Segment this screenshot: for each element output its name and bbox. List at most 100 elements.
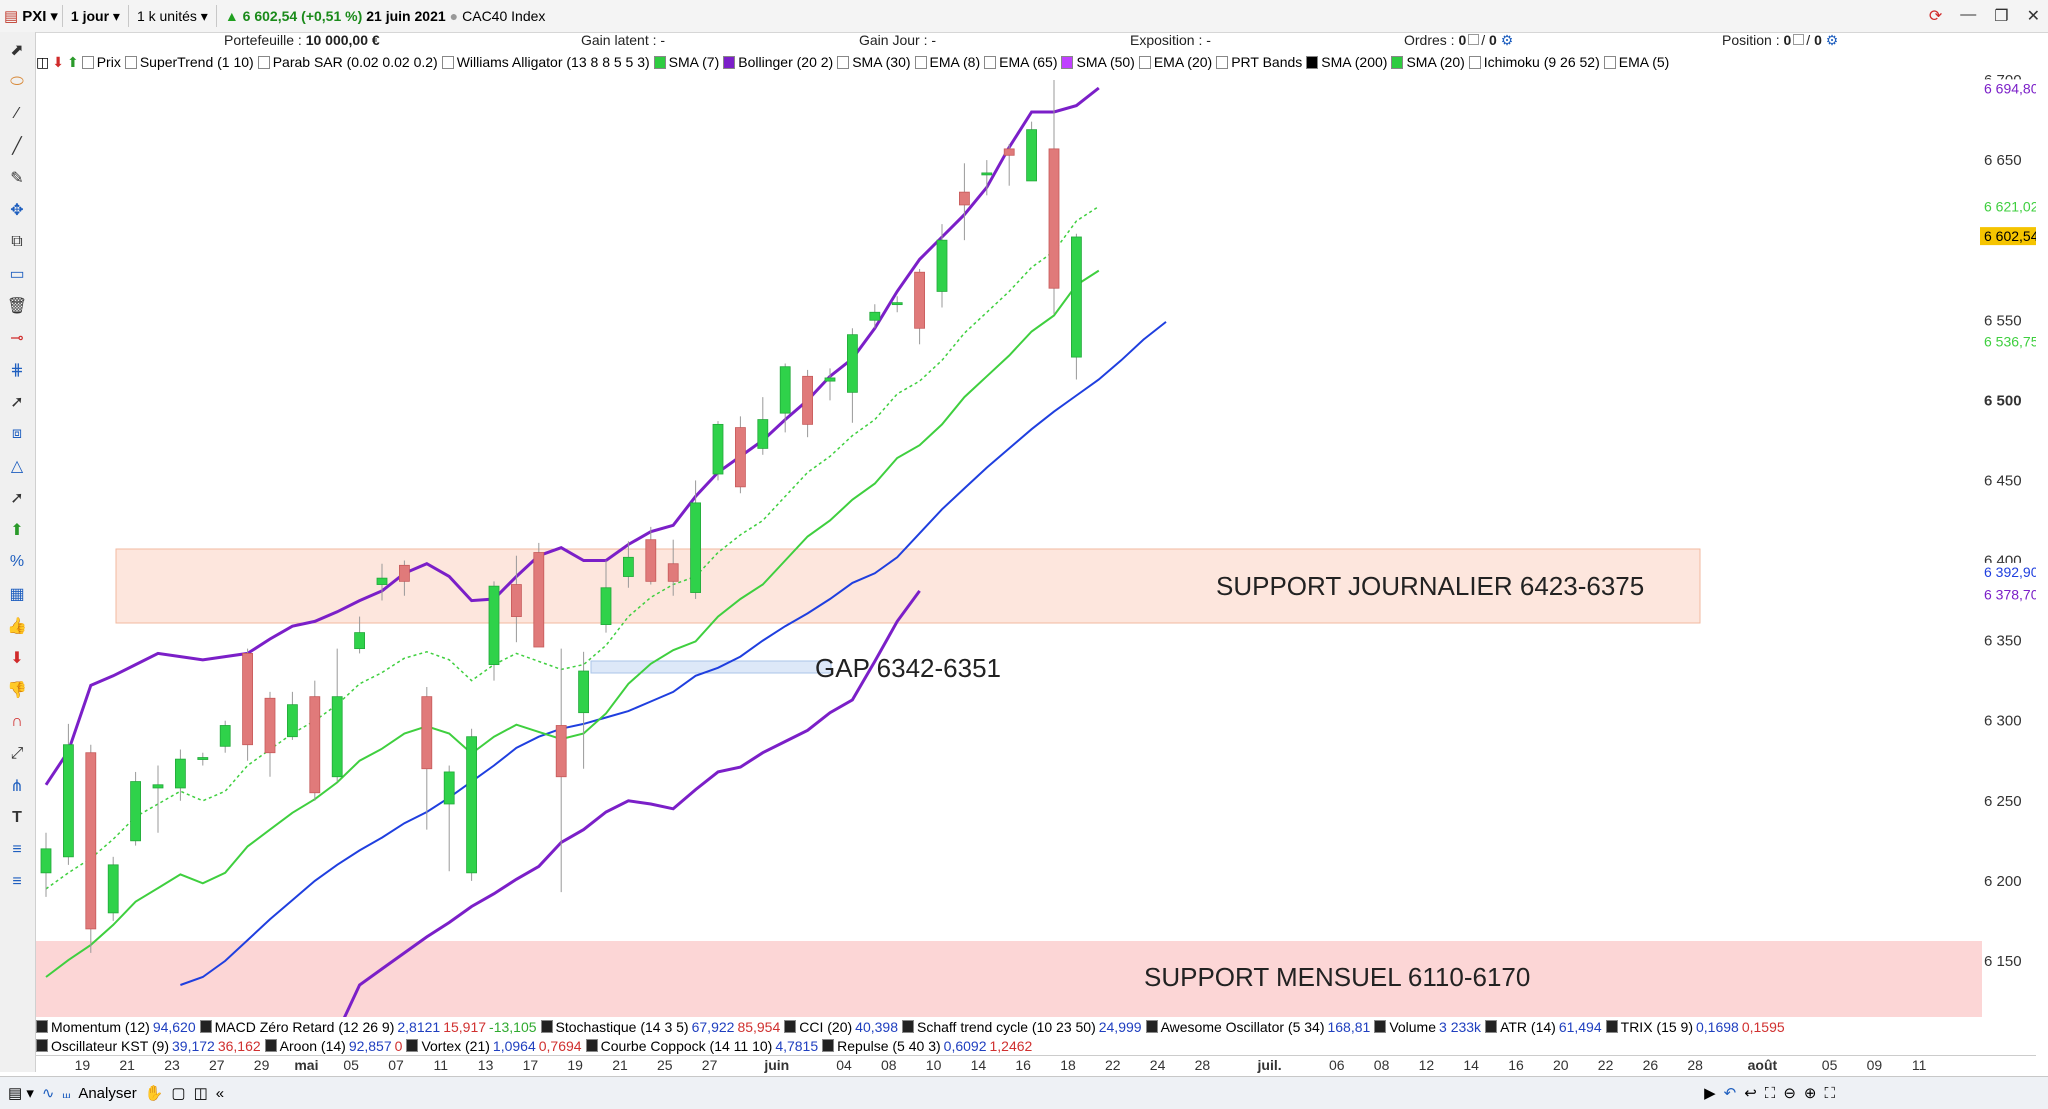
lower-indicator[interactable]: ATR (14) 61,494 xyxy=(1485,1019,1602,1035)
restore-icon[interactable]: ❐ xyxy=(1994,8,2009,25)
pencil-icon[interactable]: ✎ xyxy=(10,170,24,187)
candle-body xyxy=(62,744,74,858)
sma-50-line xyxy=(180,321,1167,986)
exposure: Exposition : - xyxy=(1130,32,1211,48)
lower-indicator[interactable]: Stochastique (14 3 5) 67,922 85,954 xyxy=(540,1019,780,1035)
rectangle-icon[interactable]: ▭ xyxy=(9,266,25,283)
indicator-toggle[interactable]: SuperTrend (1 10) xyxy=(124,54,254,70)
indicator-label: Williams Alligator (13 8 8 5 5 3) xyxy=(456,54,650,70)
x-tick-label: 04 xyxy=(836,1057,852,1073)
thumbs-down-icon[interactable]: 👎 xyxy=(7,682,27,699)
indicator-toggle[interactable]: EMA (5) xyxy=(1603,54,1669,70)
trash-icon[interactable]: 🗑 xyxy=(6,298,28,315)
minimize-icon[interactable]: — xyxy=(1960,6,1977,23)
indicator-toggle[interactable]: SMA (50) xyxy=(1061,54,1135,70)
percent-icon[interactable]: % xyxy=(9,553,25,570)
lower-indicator[interactable]: Repulse (5 40 3) 0,6092 1,2462 xyxy=(822,1038,1032,1054)
zoom-tool-icon[interactable]: ⤢ xyxy=(10,745,24,762)
zoom-in-icon[interactable]: ⊕ xyxy=(1803,1085,1817,1102)
chart-type-icon[interactable]: ▤ ▾ xyxy=(8,1085,34,1102)
fibo-extension-icon[interactable]: ≡ xyxy=(12,873,22,890)
horizontal-line-icon[interactable]: ⊸ xyxy=(10,330,24,347)
zoom-out-icon[interactable]: ⊖ xyxy=(1783,1085,1796,1102)
triangle-icon[interactable]: △ xyxy=(10,458,24,475)
text-tool-icon[interactable]: T xyxy=(12,809,22,826)
indicator-toggle[interactable]: Prix xyxy=(81,54,121,70)
refresh-icon[interactable]: ⟳ xyxy=(1928,8,1943,25)
ellipse-icon[interactable]: ⬭ xyxy=(10,73,24,90)
x-tick-label: 23 xyxy=(164,1057,180,1073)
lower-indicator[interactable]: Courbe Coppock (14 11 10) 4,7815 xyxy=(585,1038,818,1054)
lower-indicator[interactable]: Aroon (14) 92,857 0 xyxy=(264,1038,402,1054)
collapse-icon[interactable]: « xyxy=(215,1084,225,1102)
fit-icon[interactable]: ⛶ xyxy=(1764,1084,1776,1102)
magnet-icon[interactable]: ∩ xyxy=(11,713,23,730)
candle-body xyxy=(421,696,433,770)
period-dropdown[interactable]: 1 jour ▾ xyxy=(61,5,128,27)
price-label-bg xyxy=(1980,79,2036,98)
up-arrow-icon[interactable]: ⬆ xyxy=(10,522,24,539)
symbol-selector[interactable]: ▤ PXI ▾ xyxy=(0,7,62,26)
scroll-left-icon[interactable]: ▶ xyxy=(1704,1085,1716,1102)
indicator-toggle[interactable]: Williams Alligator (13 8 8 5 5 3) xyxy=(441,54,650,70)
indicator-toggle[interactable]: Parab SAR (0.02 0.02 0.2) xyxy=(257,54,438,70)
down-arrow-icon[interactable]: ⬇ xyxy=(10,650,24,667)
sell-arrow-icon[interactable]: ⬇ xyxy=(52,53,64,70)
segment-icon[interactable]: ∕ xyxy=(15,105,19,122)
indicator-toggle[interactable]: SMA (30) xyxy=(837,54,911,70)
arrow-icon[interactable]: ➚ xyxy=(10,394,24,411)
fan-icon[interactable]: ⧈ xyxy=(11,425,23,442)
hand-icon[interactable]: ✋ xyxy=(144,1085,164,1102)
fibonacci-icon[interactable]: ⋕ xyxy=(10,362,24,379)
move-icon[interactable]: ✥ xyxy=(10,202,24,219)
indicator-toggle[interactable]: SMA (20) xyxy=(1391,54,1465,70)
chart-settings-icon[interactable]: ◫ xyxy=(36,53,50,70)
indicator-toggle[interactable]: Bollinger (20 2) xyxy=(723,54,833,70)
indicator-label: SMA (7) xyxy=(668,54,720,70)
orders-info[interactable]: Ordres : 0/ 0 ⚙ xyxy=(1404,32,1514,48)
indicator-toggle[interactable]: PRT Bands xyxy=(1216,54,1302,70)
x-tick-label: 22 xyxy=(1105,1057,1121,1073)
candles xyxy=(40,80,1082,953)
undo-icon[interactable]: ↶ xyxy=(1723,1085,1737,1102)
indicator-toggle[interactable]: EMA (8) xyxy=(914,54,980,70)
lower-indicator[interactable]: Momentum (12) 94,620 xyxy=(36,1019,196,1035)
lower-indicator[interactable]: CCI (20) 40,398 xyxy=(784,1019,898,1035)
fibo-levels-icon[interactable]: ≡ xyxy=(12,841,22,858)
candle-body xyxy=(578,670,589,714)
indicator-toggle[interactable]: EMA (65) xyxy=(984,54,1057,70)
units-dropdown[interactable]: 1 k unités ▾ xyxy=(127,5,216,27)
line-icon[interactable]: ╱ xyxy=(12,138,22,155)
buy-arrow-icon[interactable]: ⬆ xyxy=(66,53,79,70)
lower-indicator-value: 40,398 xyxy=(855,1018,898,1035)
lower-indicator[interactable]: Volume 3 233k xyxy=(1374,1019,1481,1035)
lower-indicator[interactable]: MACD Zéro Retard (12 26 9) 2,8121 15,917 -1… xyxy=(199,1019,537,1035)
chart-icon: ▤ xyxy=(4,8,19,25)
lower-indicator[interactable]: Awesome Oscillator (5 34) 168,81 xyxy=(1145,1019,1370,1035)
back-icon[interactable]: ↩ xyxy=(1744,1085,1757,1102)
indicator-toggle[interactable]: Ichimoku (9 26 52) xyxy=(1468,54,1600,70)
close-icon[interactable]: ✕ xyxy=(2026,8,2040,25)
lower-indicator[interactable]: Vortex (21) 1,0964 0,7694 xyxy=(406,1038,582,1054)
columns-icon[interactable]: ◫ xyxy=(193,1085,208,1102)
lower-indicator[interactable]: TRIX (15 9) 0,1698 0,1595 xyxy=(1605,1019,1785,1035)
trend-arrow-icon[interactable]: ➚ xyxy=(10,490,24,507)
lower-indicator[interactable]: Schaff trend cycle (10 23 50) 24,999 xyxy=(902,1019,1142,1035)
share-icon[interactable]: ⧢ xyxy=(62,1084,71,1102)
cursor-icon[interactable]: ⬈ xyxy=(10,42,24,59)
lower-indicator[interactable]: Oscillateur KST (9) 39,172 36,162 xyxy=(36,1038,261,1054)
copy-icon[interactable]: ⧉ xyxy=(11,233,23,250)
fullscreen-icon[interactable]: ⛶ xyxy=(1824,1084,1835,1102)
candle-body xyxy=(690,502,701,593)
position-info[interactable]: Position : 0/ 0 ⚙ xyxy=(1722,32,1839,48)
screen-icon[interactable]: ▢ xyxy=(171,1085,186,1102)
thumbs-up-icon[interactable]: 👍 xyxy=(7,618,27,635)
indicator-toggle[interactable]: EMA (20) xyxy=(1138,54,1212,70)
line-chart-icon[interactable]: ∿ xyxy=(41,1085,55,1102)
indicator-toggle[interactable]: SMA (7) xyxy=(653,54,720,70)
channel-icon[interactable]: ▦ xyxy=(9,586,25,603)
indicator-toggle[interactable]: SMA (200) xyxy=(1306,54,1387,70)
pitchfork-icon[interactable]: ⋔ xyxy=(10,778,24,795)
analyser-button[interactable]: Analyser xyxy=(78,1084,137,1102)
